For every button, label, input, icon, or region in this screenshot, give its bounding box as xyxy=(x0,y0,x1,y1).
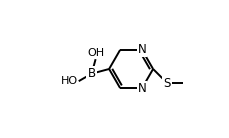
Text: HO: HO xyxy=(60,76,77,86)
Text: N: N xyxy=(137,43,146,56)
Text: N: N xyxy=(137,82,146,95)
Text: S: S xyxy=(163,77,170,90)
Text: B: B xyxy=(87,67,95,80)
Text: OH: OH xyxy=(87,48,104,58)
